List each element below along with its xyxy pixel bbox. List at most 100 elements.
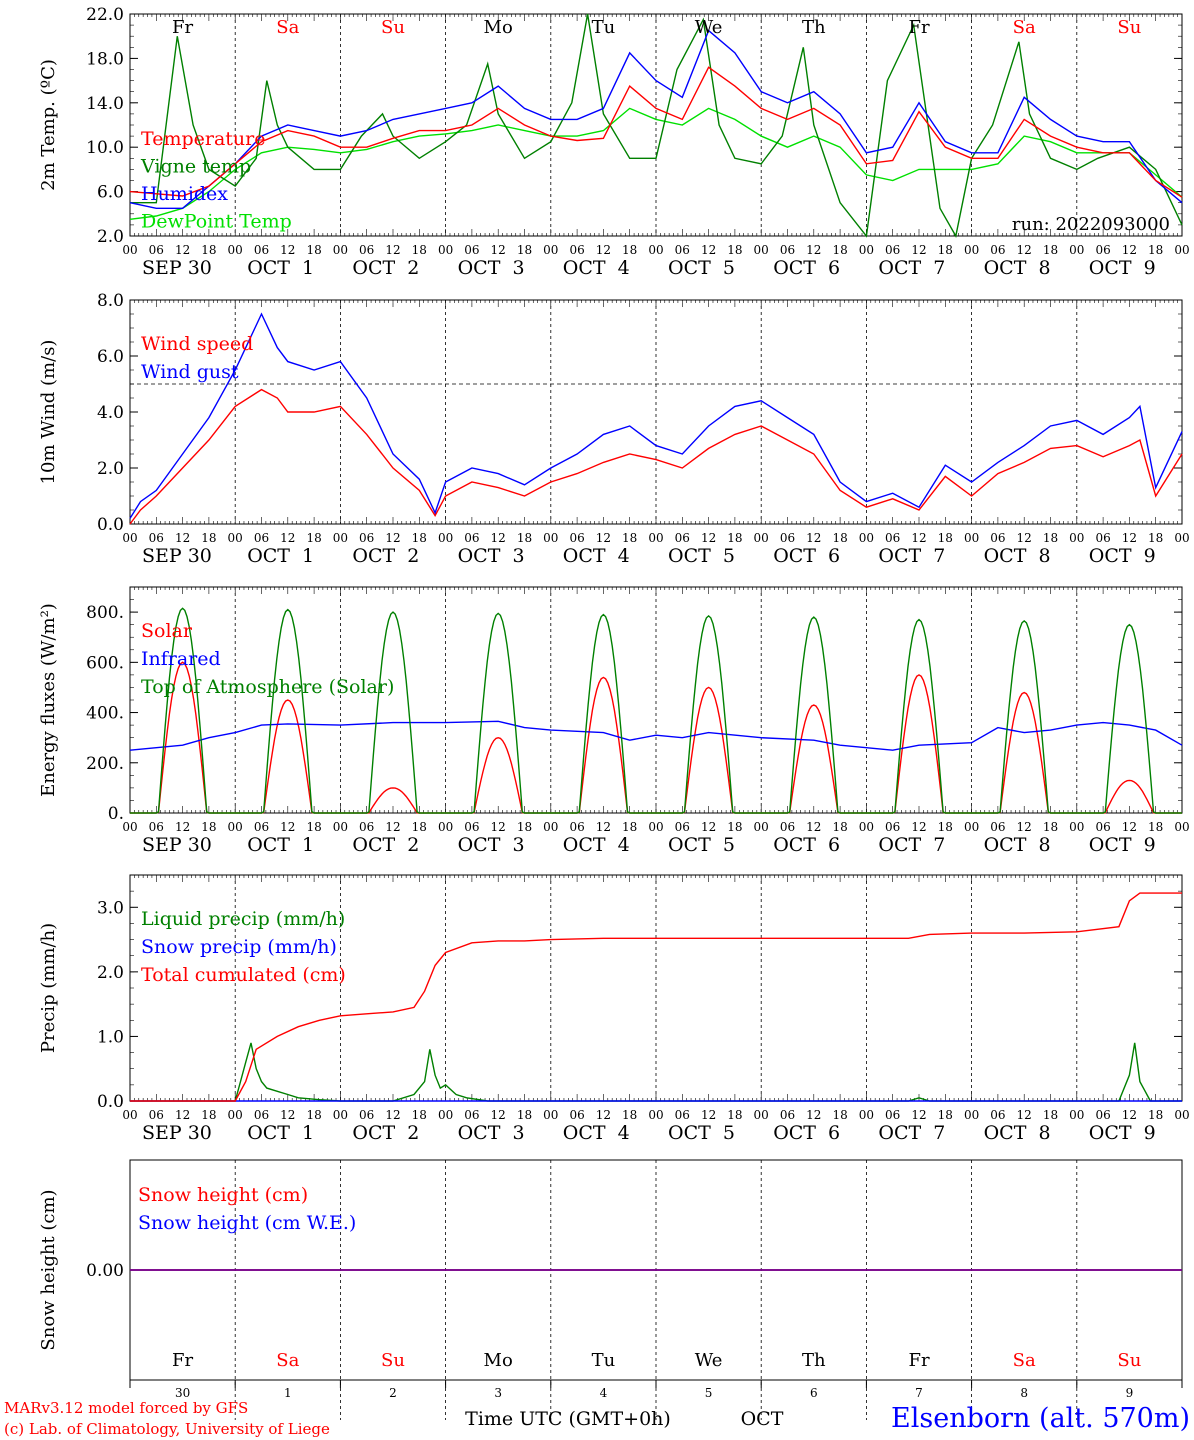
hour-tick-label: 00 xyxy=(543,531,558,545)
hour-tick-label: 06 xyxy=(780,1108,795,1122)
y-tick-label: 4.0 xyxy=(97,403,124,423)
hour-tick-label: 00 xyxy=(122,1108,137,1122)
weekday-label: We xyxy=(695,17,723,38)
hour-tick-label: 06 xyxy=(149,243,164,257)
date-label: OCT 6 xyxy=(773,257,840,279)
legend-entry: Snow precip (mm/h) xyxy=(141,936,337,958)
hour-tick-label: 12 xyxy=(1122,820,1137,834)
date-label: OCT 4 xyxy=(563,834,630,856)
weekday-label: Sa xyxy=(1013,1350,1036,1371)
date-label: OCT 2 xyxy=(352,1122,419,1144)
hour-tick-label: 06 xyxy=(990,1108,1005,1122)
date-label: OCT 4 xyxy=(563,1122,630,1144)
hour-tick-label: 18 xyxy=(1043,820,1058,834)
y-tick-label: 0. xyxy=(108,804,124,824)
hour-tick-label: 00 xyxy=(754,820,769,834)
date-label: SEP 30 xyxy=(142,834,212,856)
hour-tick-label: 18 xyxy=(832,531,847,545)
date-label: OCT 1 xyxy=(247,834,314,856)
hour-tick-label: 00 xyxy=(122,243,137,257)
hour-tick-label: 12 xyxy=(491,1108,506,1122)
y-tick-label: 400. xyxy=(86,704,124,724)
hour-tick-label: 12 xyxy=(596,1108,611,1122)
footer-model: MARv3.12 model forced by GFS xyxy=(4,1399,248,1417)
weekday-label: Fr xyxy=(172,1350,193,1371)
weekday-label: Sa xyxy=(276,1350,299,1371)
date-label: OCT 1 xyxy=(247,257,314,279)
hour-tick-label: 00 xyxy=(1174,243,1189,257)
hour-tick-label: 06 xyxy=(1095,243,1110,257)
hour-tick-label: 12 xyxy=(280,1108,295,1122)
hour-tick-label: 12 xyxy=(175,243,190,257)
weekday-label: We xyxy=(695,1350,723,1371)
weekday-label: Mo xyxy=(484,1350,513,1371)
date-label: OCT 9 xyxy=(1089,1122,1156,1144)
date-label: OCT 3 xyxy=(458,545,525,567)
date-label: OCT 6 xyxy=(773,1122,840,1144)
hour-tick-label: 18 xyxy=(938,820,953,834)
hour-tick-label: 06 xyxy=(675,820,690,834)
y-tick-label: 2.0 xyxy=(97,459,124,479)
hour-tick-label: 18 xyxy=(201,820,216,834)
hour-tick-label: 12 xyxy=(701,531,716,545)
hour-tick-label: 06 xyxy=(1095,531,1110,545)
legend-entry: Infrared xyxy=(141,648,221,670)
hour-tick-label: 12 xyxy=(596,820,611,834)
y-tick-label: 18.0 xyxy=(86,49,124,69)
hour-tick-label: 00 xyxy=(648,1108,663,1122)
legend-entry: Top of Atmosphere (Solar) xyxy=(141,676,394,698)
hour-tick-label: 12 xyxy=(596,531,611,545)
hour-tick-label: 00 xyxy=(648,820,663,834)
y-tick-label: 800. xyxy=(86,603,124,623)
y-tick-label: 200. xyxy=(86,754,124,774)
date-label: OCT 8 xyxy=(984,834,1051,856)
hour-tick-label: 00 xyxy=(543,1108,558,1122)
date-label: OCT 5 xyxy=(668,834,735,856)
hour-tick-label: 18 xyxy=(938,531,953,545)
hour-tick-label: 06 xyxy=(254,531,269,545)
panel-5 xyxy=(129,1159,1183,1420)
run-annotation: run: 2022093000 xyxy=(1012,214,1170,235)
date-label: OCT 9 xyxy=(1089,545,1156,567)
weekday-label: Sa xyxy=(1013,17,1036,38)
panel-4 xyxy=(129,874,1183,1102)
hour-tick-label: 00 xyxy=(438,820,453,834)
date-label: OCT 4 xyxy=(563,545,630,567)
hour-tick-label: 18 xyxy=(1043,1108,1058,1122)
legend-entry: Snow height (cm W.E.) xyxy=(138,1212,356,1234)
hour-tick-label: 12 xyxy=(911,820,926,834)
hour-tick-label: 06 xyxy=(675,531,690,545)
hour-tick-label: 18 xyxy=(412,1108,427,1122)
hour-tick-label: 12 xyxy=(280,820,295,834)
hour-tick-label: 06 xyxy=(254,1108,269,1122)
hour-tick-label: 18 xyxy=(306,820,321,834)
hour-tick-label: 00 xyxy=(1069,243,1084,257)
y-axis-label: Energy fluxes (W/m²) xyxy=(38,603,59,797)
hour-tick-label: 12 xyxy=(1017,820,1032,834)
hour-tick-label: 00 xyxy=(543,820,558,834)
hour-tick-label: 00 xyxy=(543,243,558,257)
hour-tick-label: 12 xyxy=(385,243,400,257)
hour-tick-label: 00 xyxy=(228,820,243,834)
hour-tick-label: 12 xyxy=(280,531,295,545)
hour-tick-label: 00 xyxy=(754,531,769,545)
hour-tick-label: 18 xyxy=(727,243,742,257)
hour-tick-label: 06 xyxy=(780,820,795,834)
hour-tick-label: 06 xyxy=(464,531,479,545)
hour-tick-label: 06 xyxy=(359,243,374,257)
weekday-label: Th xyxy=(802,1350,826,1371)
legend-entry: Wind gust xyxy=(141,361,239,383)
hour-tick-label: 12 xyxy=(911,243,926,257)
date-label: OCT 7 xyxy=(878,1122,945,1144)
hour-tick-label: 06 xyxy=(780,243,795,257)
hour-tick-label: 00 xyxy=(438,531,453,545)
hour-tick-label: 00 xyxy=(859,820,874,834)
weekday-label: Fr xyxy=(908,1350,929,1371)
legend-entry: Humidex xyxy=(141,183,228,205)
date-label: OCT 1 xyxy=(247,545,314,567)
hour-tick-label: 06 xyxy=(990,243,1005,257)
hour-tick-label: 18 xyxy=(306,1108,321,1122)
weekday-label: Su xyxy=(1117,1350,1141,1371)
date-label: OCT 1 xyxy=(247,1122,314,1144)
hour-tick-label: 18 xyxy=(201,243,216,257)
